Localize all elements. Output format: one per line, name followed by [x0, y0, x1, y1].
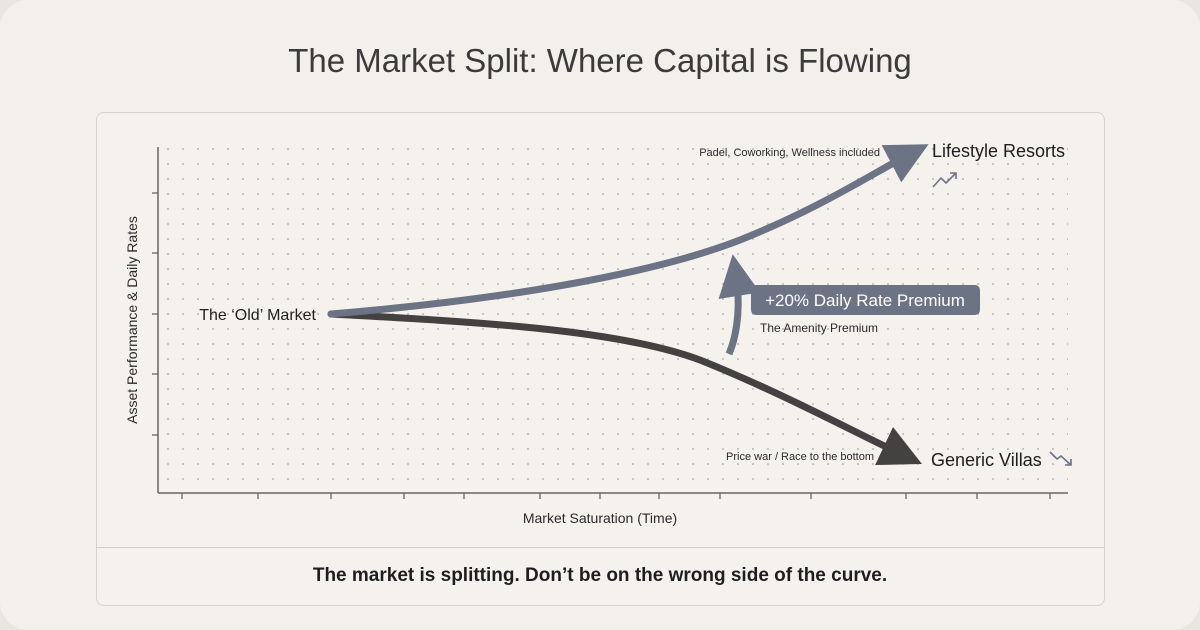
- premium-arrow: [718, 254, 761, 356]
- lower-label: Generic Villas: [931, 450, 1042, 470]
- page-title: The Market Split: Where Capital is Flowi…: [288, 42, 912, 79]
- y-axis-label: Asset Performance & Daily Rates: [124, 216, 140, 424]
- premium-badge: [751, 285, 980, 315]
- divider: [96, 547, 1104, 548]
- trend-up-icon: [932, 172, 957, 188]
- x-axis-label: Market Saturation (Time): [523, 510, 677, 526]
- trend-down-icon: [1049, 451, 1072, 466]
- upper-curve: [327, 144, 929, 318]
- premium-badge-text: +20% Daily Rate Premium: [765, 291, 965, 310]
- footer-text: The market is splitting. Don’t be on the…: [312, 565, 888, 586]
- origin-label: The ‘Old’ Market: [199, 307, 316, 324]
- premium-caption: The Amenity Premium: [760, 321, 878, 335]
- upper-note: Padel, Coworking, Wellness included: [699, 147, 880, 159]
- lower-curve: [327, 310, 922, 466]
- lower-note: Price war / Race to the bottom: [726, 451, 874, 463]
- upper-label: Lifestyle Resorts: [932, 141, 1065, 161]
